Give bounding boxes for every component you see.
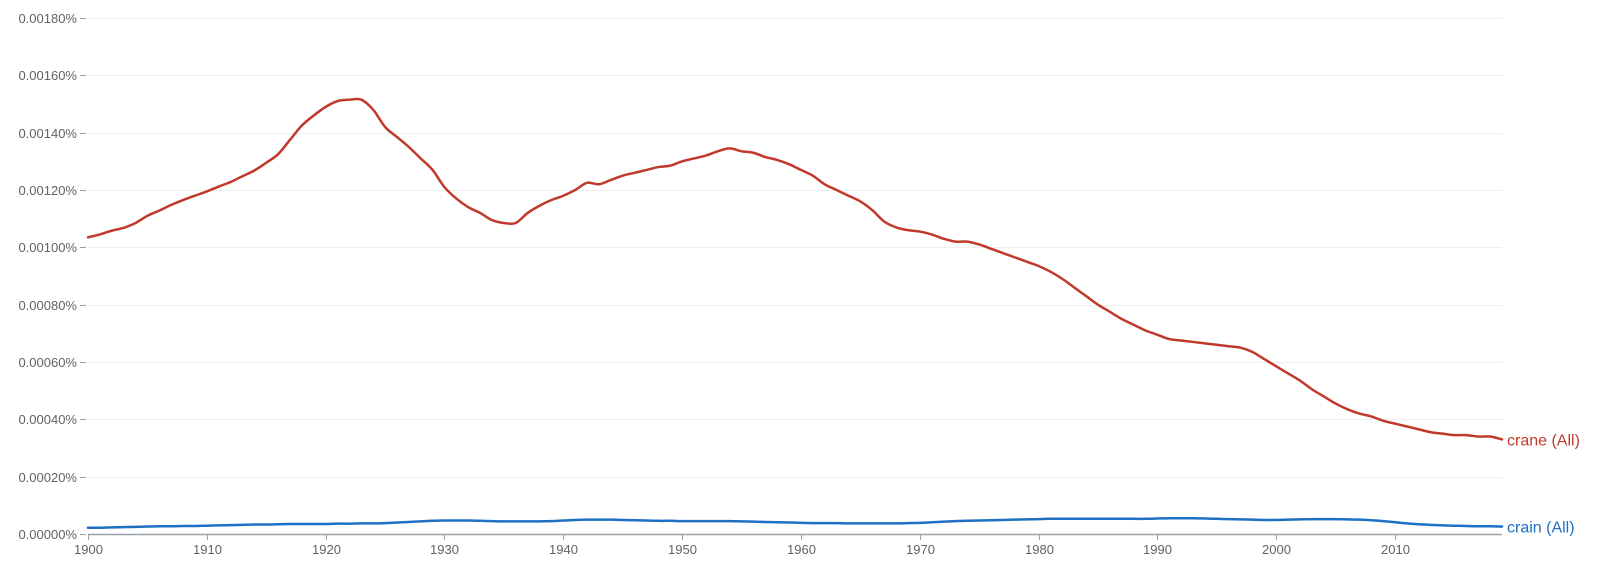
series-line-crain [86,516,1504,529]
series-lines [86,97,1504,529]
x-tick-label: 1930 [430,542,459,557]
x-tick-label: 1910 [193,542,222,557]
x-tick-label: 1970 [906,542,935,557]
y-axis: 0.00000% 0.00020% 0.00040% 0.00060% 0.00080%… [18,11,86,542]
y-tick-label: 0.00100% [18,240,77,255]
y-tick-label: 0.00080% [18,298,77,313]
y-tick-label: 0.00020% [18,470,77,485]
series-labels: crane (All) crain (All) [1507,432,1580,536]
x-tick-label: 2010 [1381,542,1410,557]
x-tick-label: 1900 [74,542,103,557]
gridlines [88,18,1502,478]
y-tick-label: 0.00180% [18,11,77,26]
x-tick-label: 1920 [312,542,341,557]
series-label-crane: crane (All) [1507,432,1580,449]
y-tick-label: 0.00160% [18,68,77,83]
y-tick-label: 0.00040% [18,412,77,427]
x-axis: 1900 1910 1920 1930 1940 1950 1960 1970 1980 1990… [74,533,1502,557]
series-line-crane [86,97,1504,441]
series-label-crain: crain (All) [1507,520,1575,537]
x-tick-label: 1940 [549,542,578,557]
y-tick-label: 0.00000% [18,527,77,542]
x-tick-label: 1980 [1025,542,1054,557]
y-tick-label: 0.00060% [18,355,77,370]
x-tick-label: 1950 [668,542,697,557]
x-tick-label: 1960 [787,542,816,557]
y-tick-label: 0.00140% [18,126,77,141]
y-tick-label: 0.00120% [18,183,77,198]
x-tick-label: 2000 [1262,542,1291,557]
x-tick-label: 1990 [1143,542,1172,557]
